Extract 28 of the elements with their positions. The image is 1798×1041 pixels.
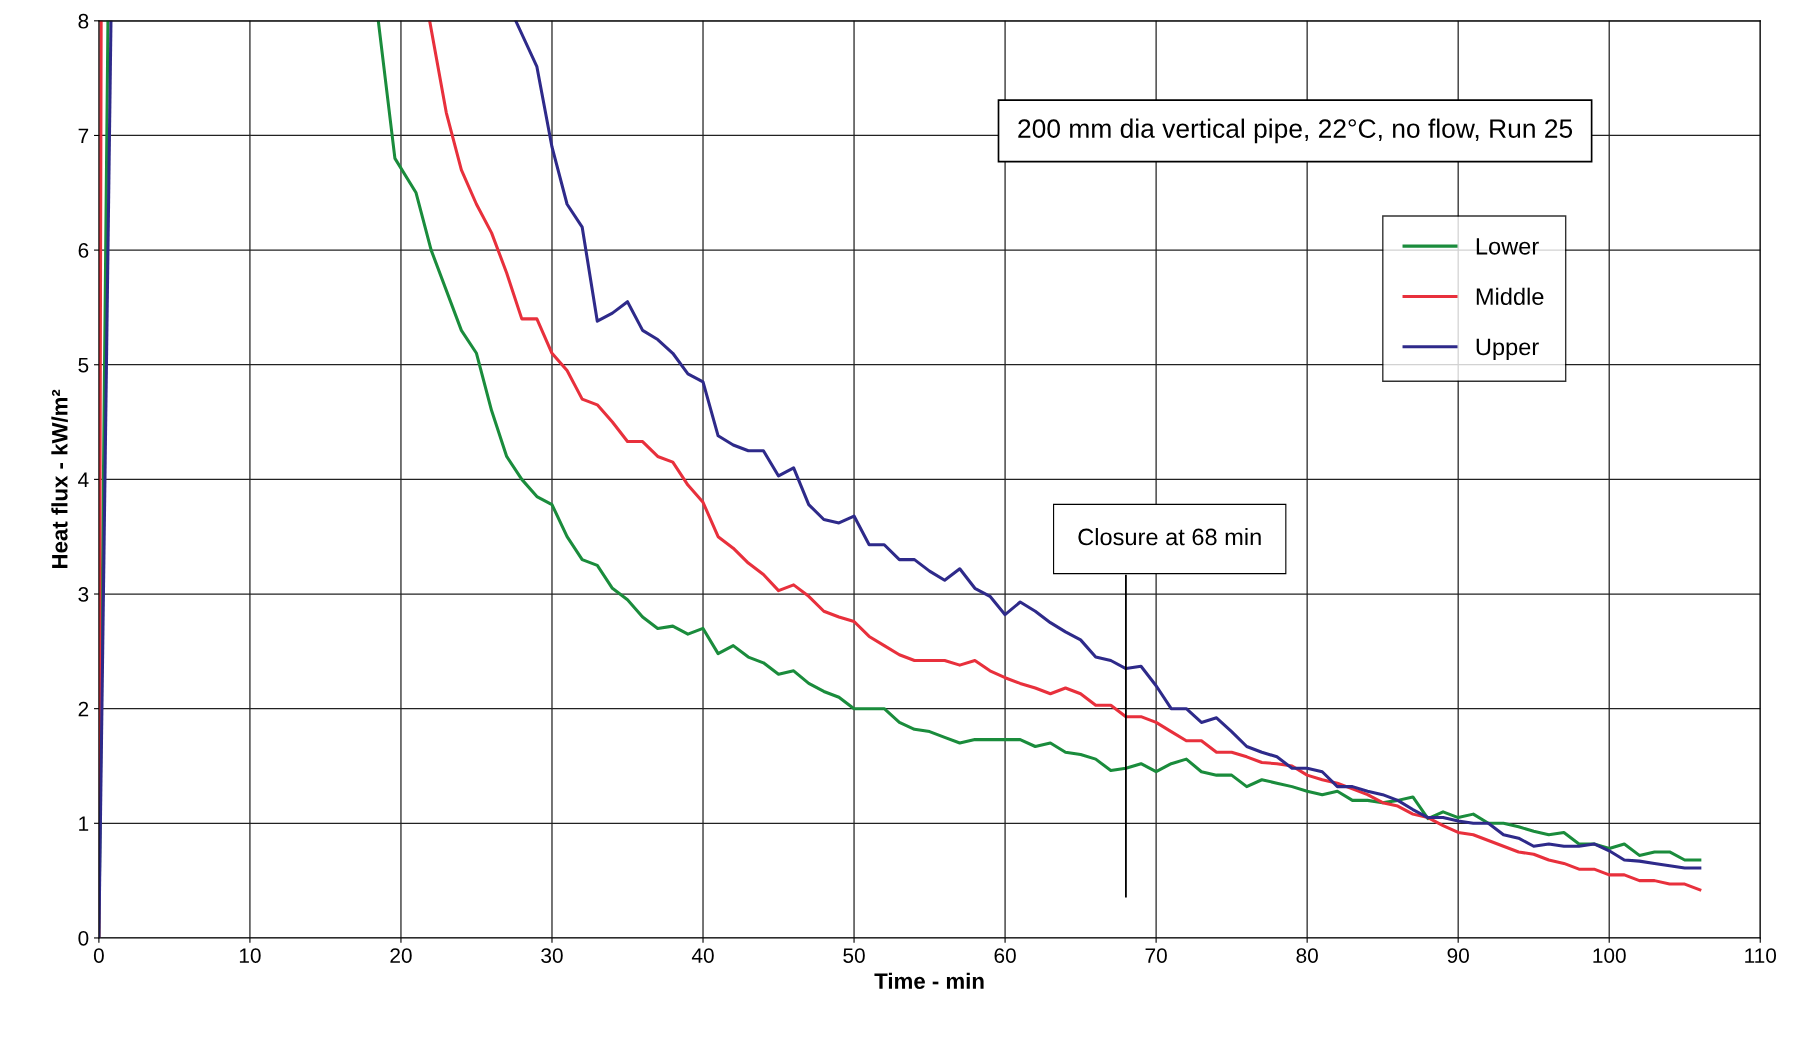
legend-label: Middle [1476, 287, 1544, 305]
text: 200 mm dia vertical pipe, 22°C, no flow, Run 25 [1018, 118, 1573, 144]
y-tick-label: 2 [78, 701, 89, 717]
x-tick-label: 90 [1447, 948, 1469, 963]
x-tick-label: 40 [691, 948, 714, 963]
x-tick-label: 30 [541, 948, 563, 963]
x-tick-label: 80 [1296, 948, 1318, 963]
x-tick-label: 110 [1745, 948, 1777, 963]
y-tick-label: 7 [78, 128, 89, 144]
x-tick-label: 50 [843, 948, 865, 963]
ref-line-label: Closure at 68 min [1078, 527, 1261, 546]
x-tick-label: 0 [93, 948, 104, 963]
y-tick-label: 0 [78, 930, 89, 946]
x-tick-label: 60 [994, 948, 1016, 963]
y-tick-label: 3 [78, 587, 89, 602]
y-tick-label: 1 [79, 816, 89, 831]
x-tick-label: 10 [239, 948, 261, 963]
x-axis-title: Time - min [874, 972, 984, 989]
legend-label: Lower [1476, 238, 1539, 255]
x-tick-label: 100 [1593, 948, 1626, 963]
y-axis-title: Heat flux - kW/m² [51, 389, 68, 569]
legend-label: Upper [1476, 338, 1539, 360]
y-tick-label: 8 [78, 13, 89, 29]
y-tick-label: 6 [78, 243, 89, 258]
y-tick-label: 4 [78, 472, 89, 487]
x-tick-label: 70 [1145, 948, 1167, 963]
x-tick-label: 20 [390, 948, 412, 963]
y-tick-label: 5 [78, 357, 89, 373]
